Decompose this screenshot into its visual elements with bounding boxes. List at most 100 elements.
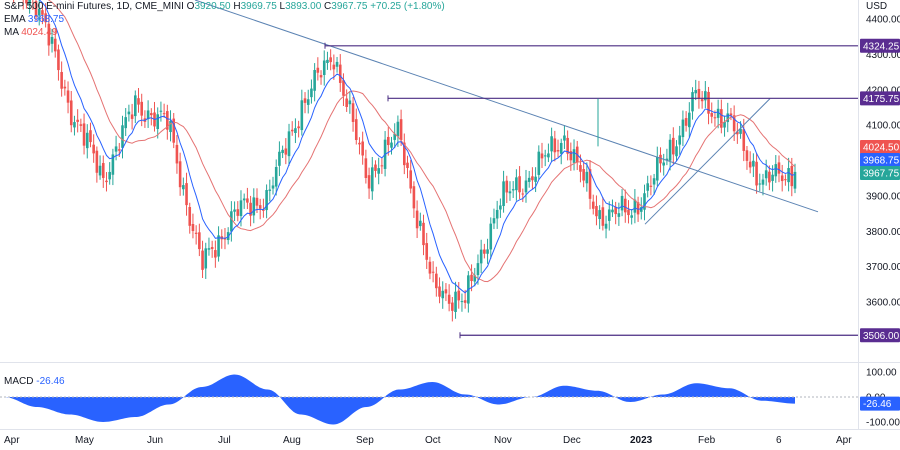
candle-body [489,223,493,250]
candle-body [591,201,595,209]
candle-body [111,154,115,175]
candle-body [284,148,288,155]
price-badge [860,166,900,180]
candle-body [342,80,345,96]
candle-body [585,171,589,184]
candle-body [92,144,95,154]
candle-body [707,91,710,114]
price-tick-label: 3700.00 [866,262,900,273]
candle-body [694,90,698,94]
candle-body [470,274,473,282]
candle-body [495,209,499,219]
candle-body [255,197,259,206]
candle-body [752,160,755,167]
candle-body [166,111,169,130]
candle-body [191,224,195,232]
candle-body [351,103,355,122]
candle-body [454,291,457,312]
candle-body [534,176,537,182]
candle-body [499,205,502,210]
candle-body [37,8,41,16]
close-label: C [324,1,332,12]
candle-body [303,98,307,103]
level-badge [860,91,900,106]
candle-body [114,146,118,152]
candle-body [201,250,204,270]
candle-body [764,170,768,179]
open-value: 3920.50 [194,1,231,12]
candle-body [559,142,563,154]
candle-body [185,183,188,206]
candle-body [444,289,448,294]
candle-body [338,64,342,83]
candle-body [652,178,656,185]
candle-body [150,113,153,116]
candle-body [188,207,192,226]
candle-body [326,59,329,64]
candle-body [287,131,291,157]
candle-body [716,108,720,118]
ema-value: 3968.75 [27,14,65,25]
candle-body [89,130,92,143]
candle-body [508,191,512,194]
macd-tick-label: 100.00 [866,368,897,379]
candle-body [736,131,739,135]
candle-body [668,139,672,161]
candle-body [790,165,794,187]
candle-body [140,101,144,116]
candle-body [729,113,733,116]
candle-body [354,119,358,140]
candle-body [322,60,326,75]
low-label: L [279,1,286,12]
candle-body [146,110,150,120]
candle-body [675,146,678,157]
candle-body [403,142,406,166]
legend-ema-row[interactable]: EMA 3968.75 [4,14,64,25]
candle-body [588,169,592,199]
candle-body [518,176,521,193]
ema-line [38,0,796,294]
time-tick-label: Aug [283,435,301,446]
candle-body [370,167,374,192]
candle-body [380,165,384,167]
candle-body [300,100,304,131]
candle-body [159,110,163,112]
candle-body [98,165,102,176]
candle-body [700,99,704,102]
candle-body [505,180,509,193]
candle-body [73,122,76,128]
legend-ma-row[interactable]: MA 4024.49 [4,27,57,38]
candle-body [419,220,422,227]
time-tick-label: Nov [494,435,512,446]
legend-macd-row[interactable]: MACD -26.46 [4,376,65,387]
candle-body [207,248,211,250]
candle-body [492,218,496,224]
candle-body [547,153,550,158]
candle-body [438,286,441,297]
time-tick-label: May [75,435,94,446]
candle-body [627,209,630,216]
descending-trendline [194,0,819,213]
ascending-trendline [644,98,771,225]
candle-body [643,193,646,210]
candle-body [537,151,541,175]
candle-body [460,301,464,303]
time-tick-label: Jun [147,435,163,446]
candle-body [601,207,605,226]
candle-body [463,300,467,303]
level-badge [860,328,900,343]
candle-body [630,215,633,218]
candle-body [121,125,124,148]
candle-body [614,206,617,215]
candle-body [784,179,787,181]
time-tick-label: 2023 [630,435,653,446]
macd-area [4,374,795,425]
price-tick-label: 4300.00 [866,50,900,61]
candle-body [274,166,278,187]
candle-body [169,120,172,133]
candle-body [486,249,489,254]
price-tick-label: 3800.00 [866,227,900,238]
candle-body [223,238,227,240]
candle-body [659,154,662,164]
